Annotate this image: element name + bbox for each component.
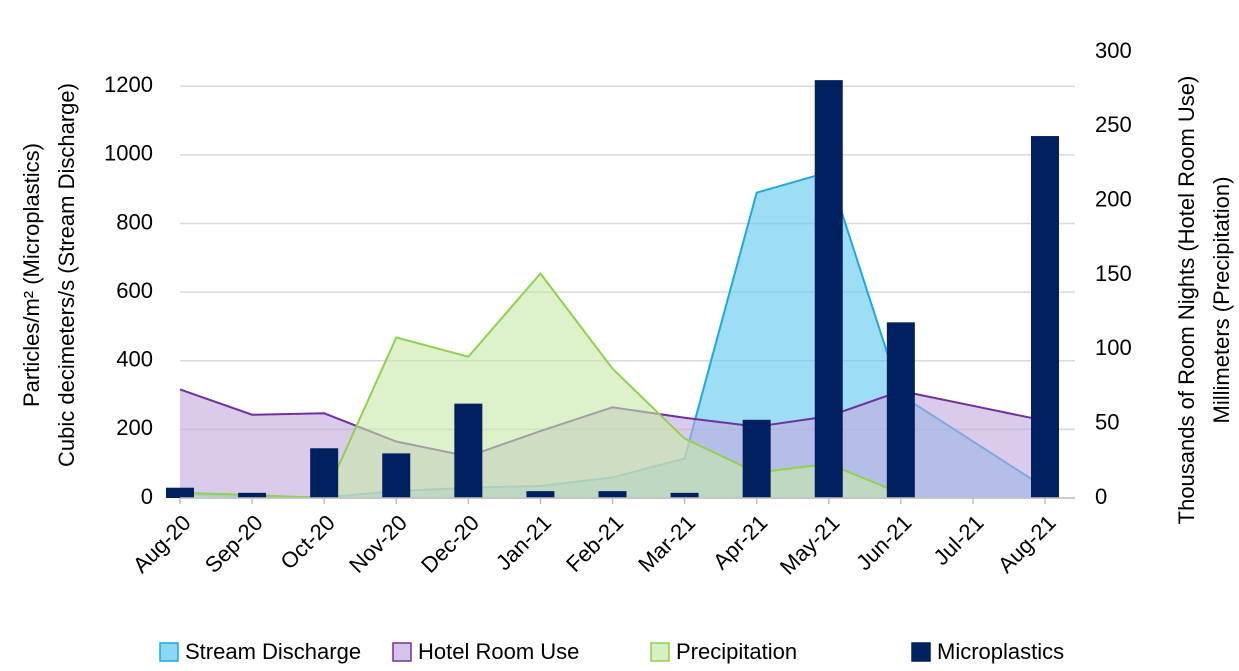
x-tick-label: Dec-20 — [416, 510, 484, 578]
y-tick-label: 0 — [141, 484, 153, 509]
y2-axis-title: Millimeters (Precipitation) — [1209, 177, 1234, 424]
x-tick-label: Feb-21 — [561, 510, 628, 577]
bar — [166, 487, 194, 498]
x-tick-label: Mar-21 — [633, 510, 700, 577]
legend-swatch — [911, 642, 931, 662]
x-tick-label: Aug-20 — [128, 510, 196, 578]
bar — [382, 453, 411, 498]
x-tick-label: Jul-21 — [929, 510, 989, 570]
y-axis-title: Particles/m² (Microplastics) — [19, 143, 44, 407]
y2-tick-label: 100 — [1095, 335, 1132, 360]
y-tick-label: 1200 — [104, 72, 153, 97]
y2-tick-label: 50 — [1095, 409, 1119, 434]
y-tick-label: 1000 — [104, 141, 153, 166]
x-tick-label: Jun-21 — [851, 510, 916, 575]
bar — [814, 80, 843, 498]
y-axis-title: Cubic decimeters/s (Stream Discharge) — [54, 83, 79, 467]
y-tick-label: 800 — [116, 209, 153, 234]
y-tick-label: 200 — [116, 415, 153, 440]
bar — [238, 492, 267, 498]
bar — [310, 448, 339, 498]
legend-swatch — [392, 642, 412, 662]
y2-tick-label: 150 — [1095, 261, 1132, 286]
bar — [454, 403, 483, 498]
legend-label: Microplastics — [937, 639, 1064, 664]
legend-swatch — [650, 642, 670, 662]
y2-tick-label: 300 — [1095, 38, 1132, 63]
bar — [526, 491, 555, 498]
y2-tick-label: 200 — [1095, 186, 1132, 211]
legend-label: Hotel Room Use — [418, 639, 579, 664]
legend-label: Stream Discharge — [185, 639, 361, 664]
legend-swatch — [159, 642, 179, 662]
area-line — [179, 271, 902, 500]
bar — [598, 491, 627, 498]
bar — [1031, 136, 1059, 499]
legend-label: Precipitation — [676, 639, 797, 664]
bar — [742, 419, 771, 498]
x-tick-label: Nov-20 — [344, 510, 412, 578]
y2-tick-label: 0 — [1095, 484, 1107, 509]
y2-tick-label: 250 — [1095, 112, 1132, 137]
bar — [670, 492, 699, 498]
x-tick-label: Oct-20 — [275, 510, 339, 574]
y-tick-label: 600 — [116, 278, 153, 303]
x-tick-label: May-21 — [775, 510, 845, 580]
x-tick-label: Jan-21 — [491, 510, 556, 575]
x-tick-label: Apr-21 — [708, 510, 772, 574]
y2-axis-title: Thousands of Room Nights (Hotel Room Use… — [1174, 76, 1199, 525]
area — [180, 273, 901, 498]
x-tick-label: Aug-21 — [993, 510, 1061, 578]
bar — [886, 322, 915, 498]
x-tick-label: Sep-20 — [200, 510, 268, 578]
y-tick-label: 400 — [116, 347, 153, 372]
